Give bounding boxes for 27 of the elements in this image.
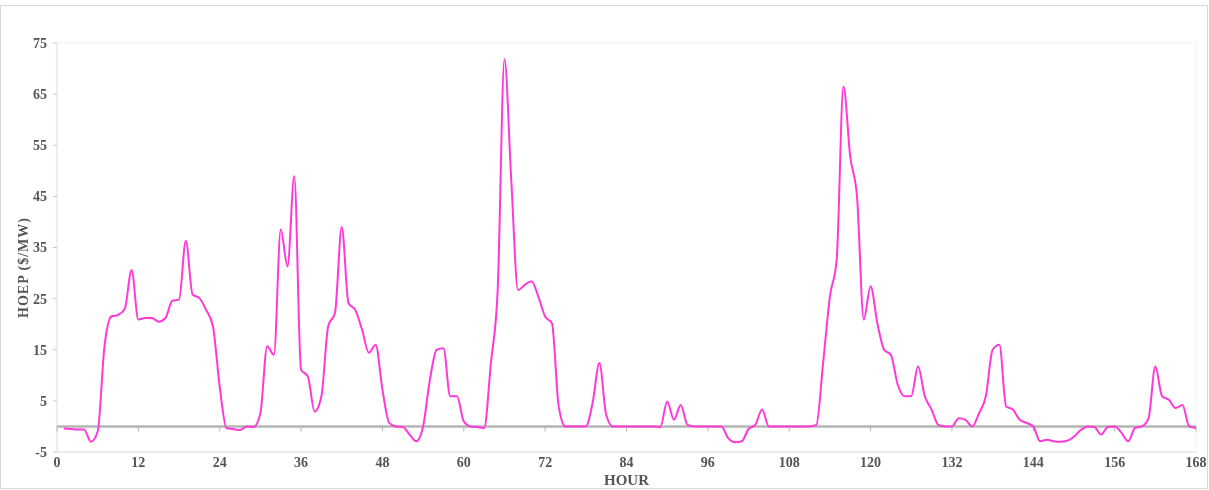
x-tick-label: 96	[700, 455, 715, 470]
y-tick-label: 15	[33, 342, 47, 358]
x-axis-title: HOUR	[604, 472, 650, 488]
x-tick-label: 48	[375, 455, 390, 470]
x-tick-label: 156	[1104, 455, 1126, 470]
x-tick-label: 72	[538, 455, 553, 470]
x-tick-label: 168	[1185, 455, 1207, 470]
y-tick-label: 45	[33, 189, 47, 205]
x-tick-label: 0	[53, 455, 61, 470]
y-tick-label: 55	[33, 138, 47, 154]
x-tick-label: 36	[294, 455, 309, 470]
x-tick-label: 12	[131, 455, 146, 470]
y-tick-label: 65	[33, 87, 47, 103]
x-tick-label: 120	[860, 455, 882, 470]
line-series	[62, 58, 1197, 444]
y-tick-label: 25	[33, 291, 47, 307]
y-tick-label: -5	[35, 444, 47, 460]
y-tick-label: 75	[33, 35, 47, 51]
x-tick-label: 132	[941, 455, 963, 470]
x-tick-label: 84	[619, 455, 634, 470]
y-tick-label: 35	[33, 240, 47, 256]
x-tick-label: 144	[1022, 455, 1044, 470]
x-tick-label: 108	[778, 455, 800, 470]
y-tick-label: 5	[40, 393, 47, 409]
x-tick-label: 24	[212, 455, 227, 470]
x-tick-label: 60	[456, 455, 471, 470]
y-axis-title: HOEP ($/MW)	[16, 217, 32, 318]
